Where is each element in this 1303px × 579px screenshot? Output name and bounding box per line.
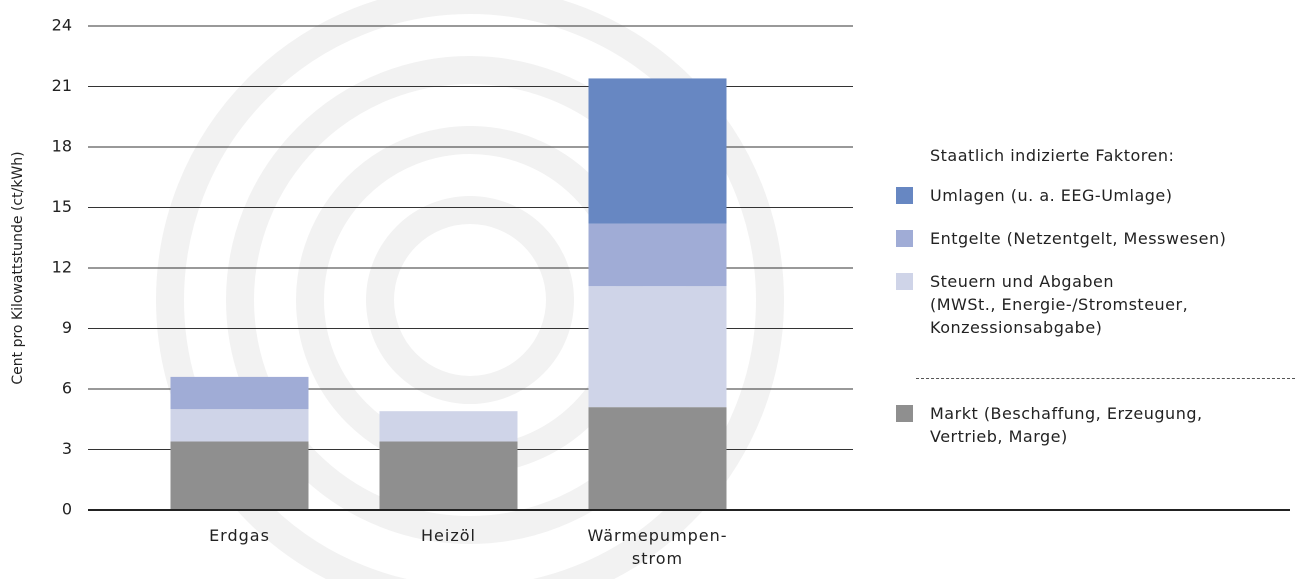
- legend-swatch: [896, 405, 913, 422]
- bar-segment: [379, 411, 518, 442]
- y-tick-label: 12: [52, 258, 72, 277]
- y-tick-label: 6: [62, 379, 72, 398]
- x-tick-label: Heizöl: [421, 526, 476, 545]
- legend-swatch: [896, 187, 913, 204]
- bar-segment: [588, 407, 727, 510]
- legend-label: Steuern und Abgaben (MWSt., Energie-/Str…: [930, 272, 1189, 337]
- legend-swatch: [896, 230, 913, 247]
- bar-segment: [588, 223, 727, 287]
- y-tick-label: 0: [62, 500, 72, 519]
- bar-segment: [588, 78, 727, 224]
- bar-segment: [170, 441, 309, 510]
- y-axis-label: Cent pro Kilowattstunde (ct/kWh): [10, 151, 26, 384]
- y-tick-label: 21: [52, 76, 72, 95]
- legend-separator: [916, 378, 1295, 379]
- bar-segment: [170, 376, 309, 410]
- x-tick-label: Wärmepumpen- strom: [587, 526, 728, 568]
- legend-label: Entgelte (Netzentgelt, Messwesen): [930, 229, 1227, 248]
- y-tick-label: 9: [62, 318, 72, 337]
- bar-segment: [170, 409, 309, 442]
- bar-segment: [379, 441, 518, 510]
- x-tick-label: Erdgas: [209, 526, 270, 545]
- legend-label: Markt (Beschaffung, Erzeugung, Vertrieb,…: [930, 404, 1203, 446]
- y-tick-label: 18: [52, 137, 72, 156]
- legend-swatch: [896, 273, 913, 290]
- y-tick-label: 3: [62, 439, 72, 458]
- y-tick-label: 15: [52, 197, 72, 216]
- legend-label: Umlagen (u. a. EEG-Umlage): [930, 186, 1173, 205]
- bar-segment: [588, 286, 727, 408]
- legend-title: Staatlich indizierte Faktoren:: [930, 146, 1175, 165]
- y-tick-label: 24: [52, 16, 72, 35]
